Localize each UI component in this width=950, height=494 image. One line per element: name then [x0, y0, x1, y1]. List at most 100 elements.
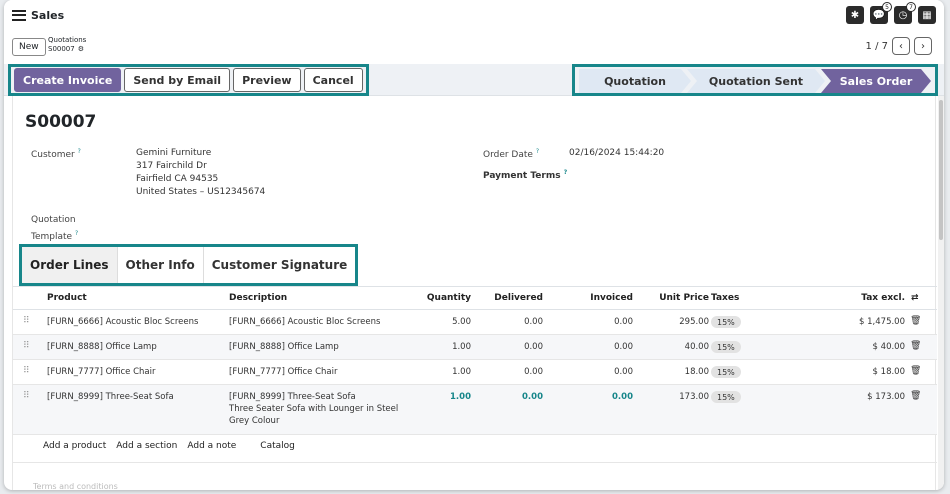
tax-badge[interactable]: 15% — [711, 316, 741, 328]
menu-icon[interactable] — [12, 9, 26, 21]
cell-quantity[interactable]: 1.00 — [452, 367, 471, 377]
stage-pipeline: Quotation Quotation Sent Sales Order — [572, 64, 938, 96]
tab-other-info[interactable]: Other Info — [118, 247, 204, 283]
chat-icon[interactable]: 💬 5 — [870, 2, 892, 24]
bug-icon[interactable]: ✱ — [846, 6, 864, 24]
breadcrumb-parent[interactable]: Quotations — [48, 36, 87, 44]
cell-invoiced[interactable]: 0.00 — [612, 392, 633, 402]
cell-description[interactable]: [FURN_8999] Three-Seat Sofa Three Seater… — [229, 392, 399, 426]
drag-handle-icon[interactable]: ⠿ — [23, 391, 30, 401]
cell-quantity[interactable]: 1.00 — [450, 392, 471, 402]
cell-subtotal: $ 40.00 — [872, 342, 905, 352]
cell-product[interactable]: [FURN_6666] Acoustic Bloc Screens — [47, 317, 199, 327]
add-note-link[interactable]: Add a note — [187, 441, 237, 451]
cell-unit-price[interactable]: 18.00 — [684, 367, 709, 377]
cell-invoiced[interactable]: 0.00 — [614, 342, 633, 352]
action-buttons: Create Invoice Send by Email Preview Can… — [8, 64, 369, 96]
chevron-right-icon: › — [921, 40, 925, 52]
col-quantity[interactable]: Quantity — [426, 293, 471, 303]
customer-label: Customer ? — [31, 148, 81, 160]
drag-handle-icon[interactable]: ⠿ — [23, 341, 30, 351]
help-icon[interactable]: ? — [77, 148, 81, 155]
cell-unit-price[interactable]: 173.00 — [679, 392, 709, 402]
col-taxes[interactable]: Taxes — [711, 293, 740, 303]
send-by-email-button[interactable]: Send by Email — [124, 68, 231, 92]
cell-delivered[interactable]: 0.00 — [524, 342, 543, 352]
add-product-link[interactable]: Add a product — [43, 441, 107, 451]
app-name[interactable]: Sales — [31, 8, 65, 22]
cell-quantity[interactable]: 5.00 — [452, 317, 471, 327]
preview-button[interactable]: Preview — [233, 68, 301, 92]
col-delivered[interactable]: Delivered — [494, 293, 543, 303]
drag-handle-icon[interactable]: ⠿ — [23, 316, 30, 326]
column-settings-icon[interactable]: ⇄ — [911, 293, 919, 303]
cell-description[interactable]: [FURN_6666] Acoustic Bloc Screens — [229, 317, 381, 327]
divider — [13, 462, 937, 463]
tax-badge[interactable]: 15% — [711, 366, 741, 378]
cell-delivered[interactable]: 0.00 — [524, 367, 543, 377]
notebook-tabs: Order Lines Other Info Customer Signatur… — [19, 244, 359, 286]
gear-icon[interactable]: ⚙ — [77, 45, 84, 53]
col-tax-excl[interactable]: Tax excl. — [861, 293, 905, 303]
terms-input[interactable]: Terms and conditions — [33, 482, 118, 490]
trash-icon[interactable]: 🗑 — [910, 391, 922, 401]
cell-product[interactable]: [FURN_7777] Office Chair — [47, 367, 156, 377]
order-date-field[interactable]: 02/16/2024 15:44:20 — [569, 148, 665, 158]
activity-count-badge: 7 — [906, 2, 916, 12]
tax-badge[interactable]: 15% — [711, 341, 741, 353]
stage-quotation[interactable]: Quotation — [579, 69, 691, 93]
cell-subtotal: $ 173.00 — [867, 392, 905, 402]
address-line2: Fairfield CA 94535 — [136, 174, 219, 184]
pager-next-button[interactable]: › — [914, 37, 932, 55]
tab-customer-signature[interactable]: Customer Signature — [211, 258, 348, 272]
tab-divider — [13, 286, 937, 287]
cancel-button[interactable]: Cancel — [303, 68, 363, 92]
pager-previous-button[interactable]: ‹ — [892, 37, 910, 55]
help-icon[interactable]: ? — [563, 169, 568, 176]
quotation-template-label: Quotation Template ? — [31, 215, 79, 242]
col-unit-price[interactable]: Unit Price — [659, 293, 709, 303]
calculator-icon[interactable]: ▦ — [918, 6, 936, 24]
new-button[interactable]: New — [12, 38, 46, 56]
chat-count-badge: 5 — [882, 2, 892, 12]
col-product[interactable]: Product — [47, 293, 87, 303]
catalog-link[interactable]: Catalog — [260, 441, 295, 451]
tax-badge[interactable]: 15% — [711, 391, 741, 403]
cell-invoiced[interactable]: 0.00 — [614, 317, 633, 327]
col-description[interactable]: Description — [229, 293, 288, 303]
cell-quantity[interactable]: 1.00 — [452, 342, 471, 352]
table-row[interactable]: ⠿ [FURN_8888] Office Lamp [FURN_8888] Of… — [13, 335, 937, 360]
cell-invoiced[interactable]: 0.00 — [614, 367, 633, 377]
add-section-link[interactable]: Add a section — [116, 441, 178, 451]
drag-handle-icon[interactable]: ⠿ — [23, 366, 30, 376]
table-row[interactable]: ⠿ [FURN_8999] Three-Seat Sofa [FURN_8999… — [13, 385, 937, 435]
stage-quotation-sent[interactable]: Quotation Sent — [687, 69, 825, 93]
breadcrumb: Quotations S00007 ⚙ — [48, 36, 86, 54]
trash-icon[interactable]: 🗑 — [910, 316, 922, 326]
cell-unit-price[interactable]: 40.00 — [684, 342, 709, 352]
form-sheet: S00007 Customer ? Gemini Furniture 317 F… — [12, 96, 937, 490]
tab-order-lines[interactable]: Order Lines — [22, 247, 118, 283]
help-icon[interactable]: ? — [535, 148, 540, 155]
table-row[interactable]: ⠿ [FURN_6666] Acoustic Bloc Screens [FUR… — [13, 310, 937, 335]
cell-unit-price[interactable]: 295.00 — [679, 317, 709, 327]
cell-description[interactable]: [FURN_8888] Office Lamp — [229, 342, 339, 352]
pager-value[interactable]: 1 / 7 — [865, 40, 888, 52]
scrollbar[interactable] — [938, 96, 944, 490]
col-invoiced[interactable]: Invoiced — [590, 293, 633, 303]
trash-icon[interactable]: 🗑 — [910, 341, 922, 351]
table-row[interactable]: ⠿ [FURN_7777] Office Chair [FURN_7777] O… — [13, 360, 937, 385]
cell-delivered[interactable]: 0.00 — [522, 392, 543, 402]
cell-product[interactable]: [FURN_8888] Office Lamp — [47, 342, 157, 352]
customer-field[interactable]: Gemini Furniture 317 Fairchild Dr Fairfi… — [136, 147, 265, 199]
cell-delivered[interactable]: 0.00 — [524, 317, 543, 327]
stage-sales-order[interactable]: Sales Order — [821, 69, 931, 93]
clock-icon[interactable]: ◷ 7 — [894, 2, 916, 24]
payment-terms-label: Payment Terms ? — [483, 169, 568, 181]
help-icon[interactable]: ? — [74, 230, 79, 237]
cell-description[interactable]: [FURN_7777] Office Chair — [229, 367, 338, 377]
trash-icon[interactable]: 🗑 — [910, 366, 922, 376]
cell-product[interactable]: [FURN_8999] Three-Seat Sofa — [47, 392, 174, 402]
create-invoice-button[interactable]: Create Invoice — [14, 68, 122, 92]
chevron-left-icon: ‹ — [899, 40, 903, 52]
